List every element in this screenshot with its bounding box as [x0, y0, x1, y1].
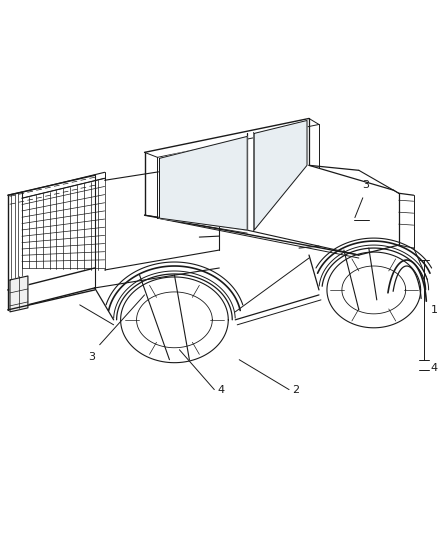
Text: 2: 2	[292, 385, 299, 394]
Text: 3: 3	[362, 180, 369, 190]
Text: 1: 1	[431, 305, 438, 315]
Polygon shape	[254, 120, 307, 230]
Polygon shape	[159, 136, 247, 230]
Text: 3: 3	[88, 352, 95, 362]
Polygon shape	[10, 276, 28, 312]
Text: 4: 4	[431, 362, 438, 373]
Text: 4: 4	[217, 385, 224, 394]
